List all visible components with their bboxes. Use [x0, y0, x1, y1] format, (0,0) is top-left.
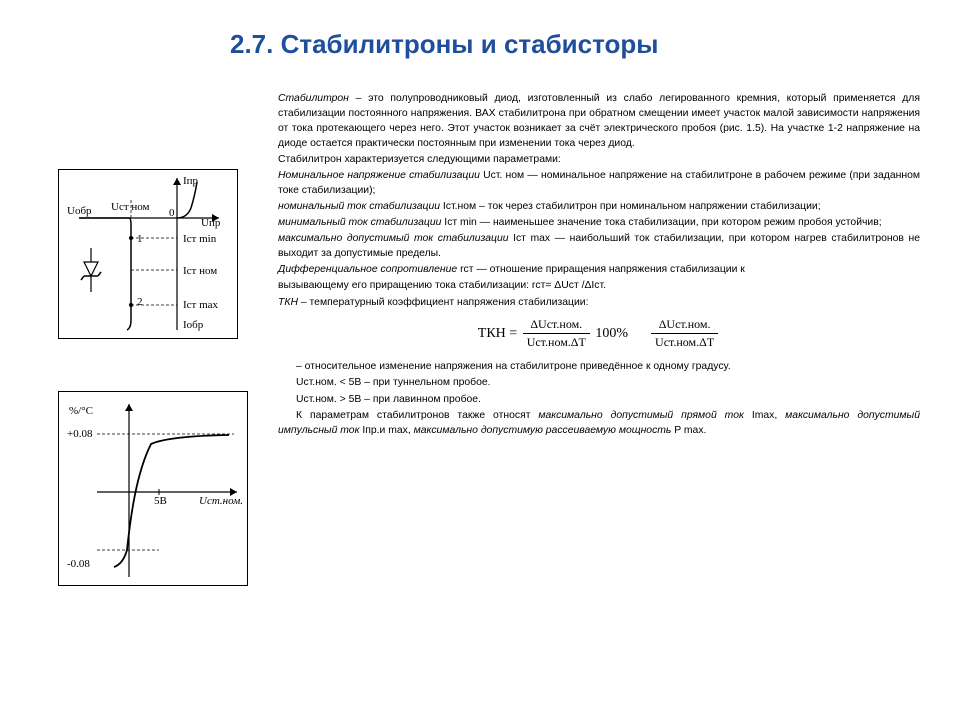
- figure-vax: Iпр Uобр Uст ном Uпр 0 Iст min Iст ном I…: [58, 169, 238, 339]
- label-ypos: +0.08: [67, 428, 93, 440]
- label-yunit: %/°C: [69, 405, 93, 417]
- label-xtick: 5В: [154, 495, 167, 507]
- body-text: Стабилитрон – это полупроводниковый диод…: [278, 91, 920, 438]
- label-zero: 0: [169, 207, 175, 219]
- page-title: 2.7. Стабилитроны и стабисторы: [230, 28, 920, 61]
- label-uobr: Uобр: [67, 205, 92, 217]
- label-ustnom: Uст ном: [111, 201, 150, 213]
- label-iobr: Iобр: [183, 319, 204, 331]
- label-istmax: Iст max: [183, 299, 219, 311]
- label-ipr: Iпр: [183, 175, 199, 187]
- label-pt2: 2: [137, 296, 143, 308]
- label-xlabel: Uст.ном.: [199, 495, 243, 507]
- label-istmin: Iст min: [183, 233, 217, 245]
- label-pt1: 1: [137, 233, 143, 245]
- label-upr: Uпр: [201, 217, 221, 229]
- term-stabilitron: Стабилитрон: [278, 93, 349, 104]
- label-istnom: Iст ном: [183, 265, 217, 277]
- formula-tkn: ТКН = ΔUст.ном. Uст.ном.ΔT 100% ΔUст.ном…: [278, 316, 920, 352]
- label-yneg: -0.08: [67, 558, 90, 570]
- figure-tkn: %/°C +0.08 -0.08 5В Uст.ном.: [58, 391, 248, 586]
